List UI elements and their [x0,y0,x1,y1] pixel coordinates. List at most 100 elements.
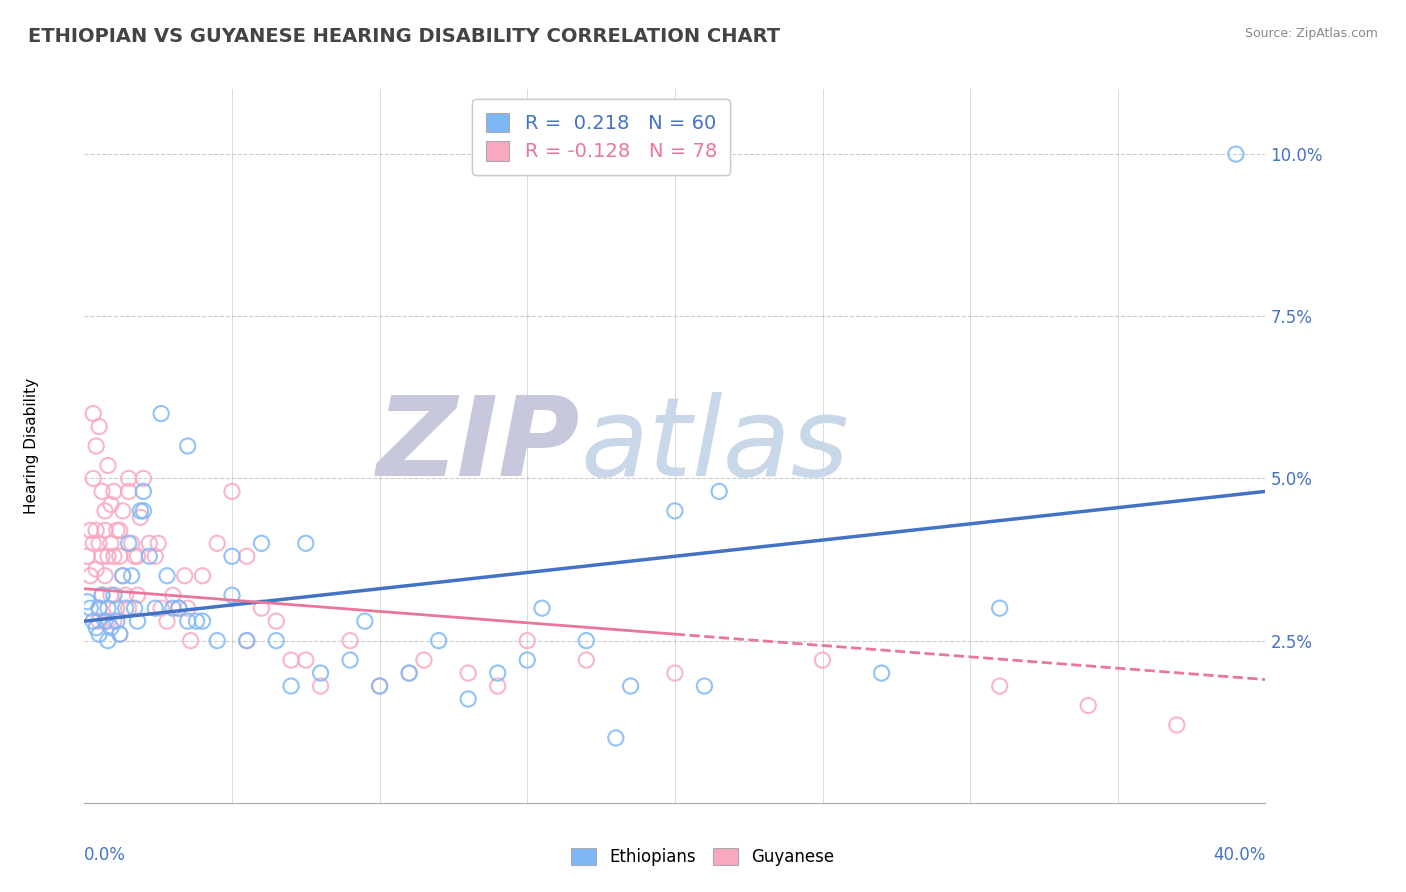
Point [100,588,122,602]
Point [575,633,598,648]
Point [124,549,146,564]
Point [129,510,152,524]
Point [309,679,332,693]
Point [205,633,228,648]
Point [127,614,149,628]
Point [457,692,479,706]
Point [167,601,190,615]
Point [398,666,420,681]
Point [132,484,155,499]
Point [97,633,120,648]
Point [368,679,391,693]
Point [173,568,195,582]
Point [162,601,184,615]
Point [108,627,131,641]
Point [177,601,200,615]
Point [103,549,125,564]
Point [132,504,155,518]
Point [91,588,114,602]
Point [87,601,111,615]
Point [150,407,173,421]
Point [79,524,101,538]
Point [138,549,160,564]
Point [82,407,104,421]
Point [108,524,131,538]
Point [295,536,318,550]
Point [82,471,104,485]
Point [457,666,479,681]
Legend: Ethiopians, Guyanese: Ethiopians, Guyanese [564,840,842,875]
Point [530,601,553,615]
Point [516,633,538,648]
Point [221,549,243,564]
Point [1077,698,1099,713]
Point [205,536,228,550]
Point [127,588,149,602]
Point [82,614,104,628]
Point [82,536,104,550]
Point [250,536,273,550]
Point [180,633,202,648]
Point [619,679,641,693]
Point [354,614,377,628]
Point [97,614,120,628]
Point [693,679,716,693]
Point [100,497,122,511]
Point [186,614,208,628]
Point [264,633,288,648]
Point [118,484,141,499]
Point [413,653,436,667]
Point [97,549,120,564]
Point [87,536,111,550]
Text: Source: ZipAtlas.com: Source: ZipAtlas.com [1244,27,1378,40]
Point [143,549,166,564]
Point [664,666,686,681]
Point [235,549,259,564]
Point [191,568,214,582]
Point [103,484,125,499]
Point [91,549,114,564]
Point [709,484,731,499]
Point [339,633,361,648]
Point [1166,718,1188,732]
Point [84,439,107,453]
Point [235,633,259,648]
Point [148,536,170,550]
Point [100,536,122,550]
Point [111,568,134,582]
Point [295,653,318,667]
Point [177,439,200,453]
Point [105,614,128,628]
Point [150,601,173,615]
Point [79,601,101,615]
Point [121,536,143,550]
Text: ZIP: ZIP [377,392,581,500]
Point [143,601,166,615]
Point [398,666,420,681]
Text: 40.0%: 40.0% [1213,846,1265,863]
Point [250,601,273,615]
Point [103,588,125,602]
Point [309,666,332,681]
Point [87,601,111,615]
Point [486,666,509,681]
Point [191,614,214,628]
Point [664,504,686,518]
Point [221,588,243,602]
Point [138,536,160,550]
Point [84,524,107,538]
Point [87,614,111,628]
Point [87,627,111,641]
Point [94,614,117,628]
Point [97,601,120,615]
Point [118,536,141,550]
Point [156,614,179,628]
Point [368,679,391,693]
Text: atlas: atlas [581,392,849,500]
Text: ETHIOPIAN VS GUYANESE HEARING DISABILITY CORRELATION CHART: ETHIOPIAN VS GUYANESE HEARING DISABILITY… [28,27,780,45]
Point [84,562,107,576]
Point [97,458,120,473]
Point [105,524,128,538]
Point [132,471,155,485]
Point [91,484,114,499]
